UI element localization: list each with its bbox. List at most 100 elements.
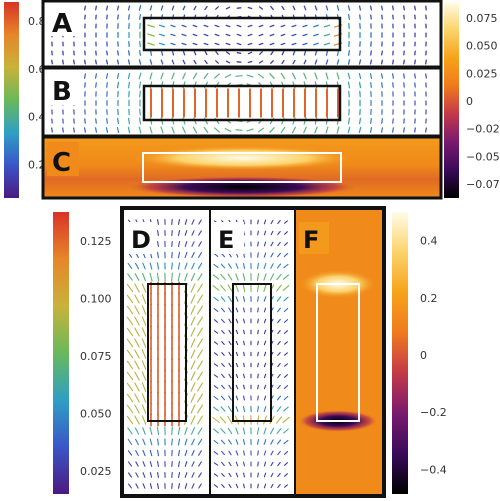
panel-E-arrow	[283, 385, 289, 389]
panel-A-arrow	[313, 33, 319, 37]
panel-D-arrow	[126, 404, 134, 414]
panel-C-frame	[41, 135, 443, 200]
panel-A-arrow	[215, 50, 219, 56]
panel-E-arrow	[221, 484, 225, 488]
panel-B-arrow	[149, 72, 153, 80]
panel-B-arrow	[370, 117, 372, 125]
panel-A-arrow	[281, 50, 285, 56]
panel-E-arrow	[257, 318, 259, 324]
panel-E-arrow	[213, 473, 219, 477]
panel-A-arrow	[127, 50, 131, 56]
panel-D-arrow	[141, 294, 147, 304]
panel-F-label-box	[299, 222, 329, 254]
panel-D-arrow	[126, 294, 134, 304]
panel-B-arrow	[292, 72, 296, 80]
colorbar-scalar-bottom-ticks: 0.4 0.2 0 −0.2 −0.4	[420, 235, 447, 477]
panel-A-arrow	[116, 5, 120, 11]
panel-A-arrow	[106, 50, 108, 56]
panel-E-arrow	[283, 319, 289, 323]
colorbar-scalar-top	[444, 2, 459, 198]
panel-E-arrow	[228, 263, 232, 269]
panel-E-arrow	[257, 351, 259, 357]
panel-D-arrow	[134, 415, 140, 425]
panel-D-arrow	[135, 461, 139, 467]
panel-A-arrow	[291, 24, 297, 28]
panel-E-arrow	[220, 428, 226, 434]
panel-B-arrow	[105, 127, 109, 133]
panel-A-arrow	[105, 5, 109, 11]
panel-D-arrow	[135, 438, 139, 446]
panel-A-arrow	[258, 60, 264, 64]
panel-E-arrow	[220, 307, 226, 313]
panel-E-arrow	[242, 439, 246, 445]
colorbar-vector-bottom-tick-0: 0.125	[80, 235, 112, 248]
panel-B-arrow	[94, 127, 98, 133]
panel-B-arrow	[214, 127, 220, 133]
panel-E-arrow	[263, 439, 267, 445]
panel-B-arrow	[246, 128, 254, 132]
panel-D-arrow	[190, 360, 196, 370]
panel-A-arrow	[292, 5, 296, 11]
panel-A-arrow	[313, 42, 319, 46]
panel-E-arrow	[221, 373, 225, 379]
panel-D-arrow	[197, 404, 203, 414]
panel-A-arrow	[414, 5, 416, 11]
panel-A-arrow	[192, 42, 198, 46]
panel-E-arrow	[276, 263, 282, 269]
panel-D-arrow	[134, 338, 140, 348]
panel-E-arrow	[283, 451, 289, 455]
panel-D-arrow	[141, 338, 147, 348]
panel-B-background	[43, 68, 441, 136]
panel-A-arrow	[303, 59, 307, 65]
panel-E-arrow	[270, 439, 274, 445]
panel-D-arrow	[184, 230, 188, 236]
panel-E-arrow	[270, 483, 274, 489]
panel-E-arrow	[277, 384, 281, 390]
panel-D-arrow	[198, 230, 202, 236]
panel-D-arrow	[157, 483, 159, 489]
panel-D-arrow	[134, 283, 140, 293]
panel-D-arrow	[126, 415, 134, 425]
panel-A-arrow	[95, 59, 97, 65]
panel-D-arrow	[157, 219, 159, 225]
panel-A-arrow	[280, 42, 286, 46]
panel-D-arrow	[184, 449, 188, 457]
panel-D-arrow	[141, 283, 147, 293]
panel-A-arrow	[303, 50, 307, 56]
panel-E-arrow	[213, 406, 219, 412]
panel-E-arrow	[284, 363, 288, 367]
panel-A-arrow	[181, 33, 187, 37]
panel-D-arrow	[134, 273, 140, 281]
panel-A-arrow	[269, 42, 275, 46]
panel-E-arrow	[213, 395, 219, 401]
panel-E-arrow	[228, 384, 232, 390]
panel-E-arrow	[221, 473, 225, 477]
panel-B-arrow	[203, 126, 209, 134]
panel-E-arrow	[228, 461, 232, 467]
panel-E-arrow	[243, 318, 245, 324]
panel-E-arrow	[235, 439, 239, 445]
panel-D-arrow	[191, 461, 195, 467]
panel-E-arrow	[213, 363, 219, 367]
panel-E-arrow	[263, 307, 267, 313]
panel-A-arrow	[214, 24, 220, 28]
panel-D-arrow	[197, 283, 203, 293]
panel-D-arrow	[197, 262, 203, 270]
panel-E-arrow	[243, 384, 245, 390]
panel-A-arrow	[171, 5, 175, 11]
panel-E-arrow	[235, 296, 239, 302]
panel-D-arrow	[171, 426, 173, 436]
panel-E-arrow	[270, 461, 274, 467]
panel-A-arrow	[347, 14, 351, 20]
colorbar-scalar-top-ticks: 0.075 0.050 0.025 0 −0.025 −0.050 −0.075	[466, 12, 500, 191]
panel-D-arrow	[149, 262, 153, 270]
panel-E-arrow	[221, 384, 225, 390]
panel-A-arrow	[158, 24, 166, 28]
panel-E-background	[211, 210, 294, 494]
panel-E-arrow	[263, 395, 267, 401]
panel-B-arrow	[106, 82, 108, 88]
panel-E-arrow	[235, 362, 239, 368]
panel-B-arrow	[116, 72, 120, 80]
panel-E-arrow	[263, 406, 267, 412]
panel-A-arrow	[193, 50, 197, 56]
